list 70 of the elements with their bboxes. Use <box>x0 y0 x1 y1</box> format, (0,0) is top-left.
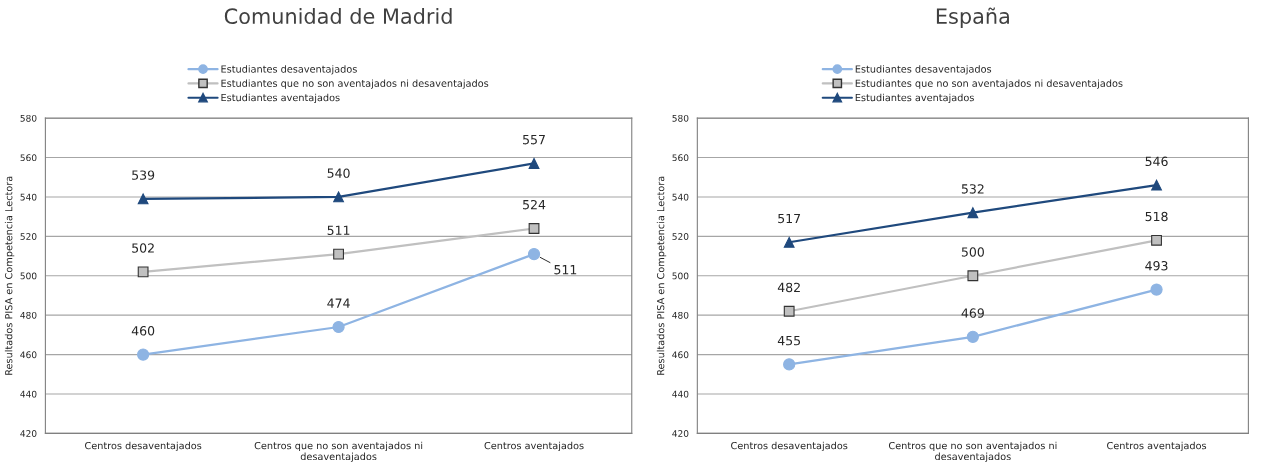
point <box>137 348 150 361</box>
point <box>137 266 149 278</box>
data-label: 455 <box>777 336 801 346</box>
point <box>783 358 796 371</box>
y-tick-label: 520 <box>672 233 689 240</box>
data-label: 460 <box>131 326 155 336</box>
data-label: 539 <box>132 170 155 180</box>
point <box>1151 179 1162 191</box>
point <box>1150 283 1163 296</box>
data-label: 546 <box>1145 156 1168 167</box>
y-axis-title: Resultados PISA en Competencia Lectora <box>4 176 15 375</box>
y-tick-label: 500 <box>20 272 37 280</box>
y-tick-label: 520 <box>20 233 37 240</box>
y-tick-label: 460 <box>20 351 37 359</box>
point <box>967 207 979 219</box>
y-tick-label: 500 <box>672 272 689 280</box>
point <box>528 158 540 169</box>
y-tick-label: 440 <box>20 390 37 398</box>
chart-title: España <box>936 7 1009 29</box>
data-label: 517 <box>778 213 801 224</box>
data-label: 474 <box>327 298 350 308</box>
data-label: 500 <box>961 247 984 257</box>
y-tick-label: 460 <box>672 351 689 359</box>
y-tick-label: 580 <box>20 114 37 122</box>
y-tick-label: 560 <box>20 154 37 162</box>
data-label: 540 <box>327 168 350 178</box>
legend-label: Estudiantes aventajados <box>855 93 974 104</box>
point <box>1151 234 1162 246</box>
y-tick-label: 420 <box>20 430 37 437</box>
legend-label: Estudiantes desaventajados <box>221 65 357 75</box>
point <box>528 223 540 234</box>
y-tick-label: 560 <box>672 154 689 162</box>
y-tick-label: 580 <box>672 114 689 122</box>
point <box>527 247 541 261</box>
legend-label: Estudiantes aventajados <box>221 93 340 104</box>
point <box>967 270 979 282</box>
data-label: 532 <box>961 184 984 194</box>
data-label: 518 <box>1145 211 1168 222</box>
data-label: 482 <box>777 282 800 293</box>
y-axis-title: Resultados PISA en Competencia Lectora <box>656 176 667 375</box>
data-label: 493 <box>1145 261 1168 271</box>
data-label: 524 <box>523 199 546 210</box>
x-tick-label: Centros aventajados <box>484 441 584 452</box>
y-tick-label: 540 <box>20 193 37 201</box>
legend-label: Estudiantes desaventajados <box>855 65 992 75</box>
data-label: 469 <box>961 308 984 318</box>
y-tick-label: 440 <box>672 390 689 398</box>
point <box>966 330 979 343</box>
x-tick-label: Centros desaventajados <box>731 441 848 452</box>
data-label: 502 <box>132 243 154 253</box>
point <box>783 236 795 248</box>
x-tick-label: Centros aventajados <box>1107 441 1207 452</box>
y-tick-label: 480 <box>672 311 689 319</box>
x-tick-label: Centros desaventajados <box>85 441 202 452</box>
point <box>332 320 345 334</box>
legend-label: Estudiantes que no son aventajados ni desaventajados <box>855 79 1123 89</box>
y-tick-label: 540 <box>672 193 689 201</box>
chart-title: Comunidad de Madrid <box>224 7 452 24</box>
y-tick-label: 480 <box>20 311 37 319</box>
point <box>333 248 344 260</box>
x-tick-label: Centros que no son aventajados ni desaventajados <box>888 441 1057 463</box>
point <box>783 305 795 317</box>
point <box>333 191 344 203</box>
data-label: 511 <box>327 225 350 235</box>
data-label: 557 <box>523 135 545 145</box>
point <box>137 193 149 205</box>
x-tick-label: Centros que no son aventajados ni desaventajados <box>254 441 423 463</box>
y-tick-label: 420 <box>672 430 689 437</box>
legend-label: Estudiantes que no son aventajados ni desaventajados <box>221 79 489 89</box>
data-label: 511 <box>554 265 577 275</box>
